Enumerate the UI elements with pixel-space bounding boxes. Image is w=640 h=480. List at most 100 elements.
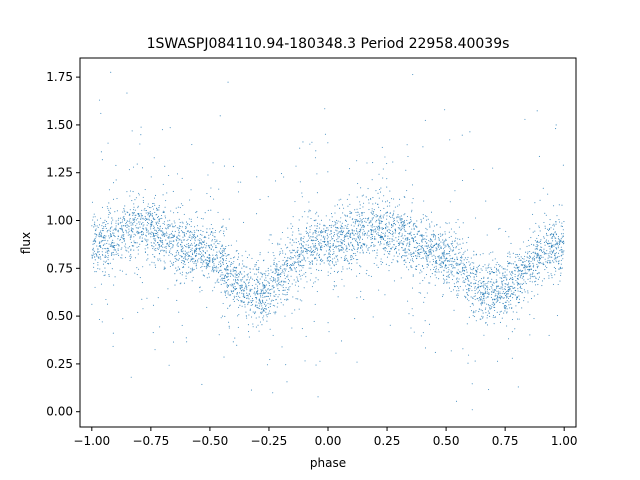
data-point — [286, 291, 288, 293]
data-point — [355, 255, 357, 257]
data-point — [195, 262, 197, 264]
data-point — [372, 250, 374, 252]
data-point — [241, 273, 243, 275]
data-point — [135, 219, 137, 221]
data-point — [127, 247, 129, 249]
data-point — [514, 289, 516, 292]
data-point — [384, 224, 386, 226]
data-point — [410, 234, 412, 236]
data-point — [139, 226, 141, 228]
data-point — [398, 244, 400, 246]
data-point — [258, 266, 260, 268]
data-point — [441, 258, 443, 260]
data-point — [334, 224, 336, 226]
data-point — [536, 110, 538, 112]
data-point — [522, 272, 524, 275]
data-point — [227, 269, 229, 271]
data-point — [374, 229, 376, 231]
data-point — [268, 292, 270, 294]
data-point — [295, 271, 297, 273]
data-point — [201, 270, 203, 272]
data-point — [186, 341, 188, 343]
data-point — [277, 288, 279, 290]
data-point — [127, 225, 129, 227]
data-point — [277, 242, 279, 244]
data-point — [177, 212, 179, 214]
data-point — [112, 251, 114, 253]
data-point — [543, 237, 545, 239]
data-point — [522, 261, 524, 263]
data-point — [352, 256, 354, 258]
data-point — [551, 252, 553, 254]
data-point — [287, 263, 289, 265]
data-point — [286, 247, 288, 249]
data-point — [455, 263, 457, 265]
data-point — [149, 226, 151, 228]
data-point — [439, 245, 441, 247]
data-point — [464, 267, 466, 269]
data-point — [472, 315, 474, 317]
data-point — [96, 255, 98, 257]
data-point — [331, 262, 334, 264]
data-point — [306, 240, 308, 243]
data-point — [538, 276, 541, 278]
data-point — [190, 218, 192, 220]
data-point — [496, 300, 498, 302]
data-point — [286, 381, 288, 383]
data-point — [250, 276, 252, 278]
data-point — [316, 211, 318, 213]
data-point — [341, 226, 343, 228]
data-point — [504, 275, 506, 277]
data-point — [211, 240, 213, 242]
data-point — [425, 253, 427, 255]
data-point — [560, 241, 562, 243]
data-point — [232, 275, 234, 277]
data-point — [263, 287, 266, 289]
data-point — [259, 294, 262, 296]
data-point — [524, 255, 526, 257]
data-point — [552, 234, 555, 236]
data-point — [482, 316, 484, 318]
data-point — [407, 155, 409, 158]
data-point — [539, 250, 541, 252]
data-point — [384, 234, 386, 236]
data-point — [203, 256, 205, 258]
data-point — [305, 227, 308, 229]
data-point — [183, 232, 186, 234]
data-point — [380, 214, 382, 216]
data-point — [468, 290, 470, 292]
data-point — [368, 235, 370, 237]
data-point — [227, 293, 229, 295]
data-point — [375, 219, 378, 221]
data-point — [318, 256, 320, 258]
data-point — [423, 253, 425, 255]
data-point — [428, 250, 430, 252]
data-point — [140, 213, 142, 215]
data-point — [332, 253, 334, 256]
data-point — [273, 311, 275, 313]
data-point — [249, 271, 251, 273]
data-point — [503, 280, 505, 282]
data-point — [371, 208, 373, 210]
data-point — [453, 286, 456, 288]
data-point — [183, 257, 185, 259]
data-point — [148, 233, 150, 235]
data-point — [386, 243, 388, 245]
data-point — [337, 227, 339, 229]
data-point — [377, 192, 379, 194]
data-point — [360, 212, 363, 214]
data-point — [360, 228, 362, 230]
data-point — [316, 254, 318, 256]
data-point — [190, 239, 192, 242]
data-point — [317, 215, 319, 217]
data-point — [326, 260, 328, 262]
data-point — [282, 271, 284, 273]
data-point — [408, 262, 411, 264]
data-point — [240, 301, 242, 303]
data-point — [141, 298, 143, 300]
data-point — [412, 275, 414, 277]
data-point — [287, 278, 289, 281]
data-point — [406, 144, 408, 146]
data-point — [515, 264, 518, 266]
data-point — [154, 239, 156, 242]
